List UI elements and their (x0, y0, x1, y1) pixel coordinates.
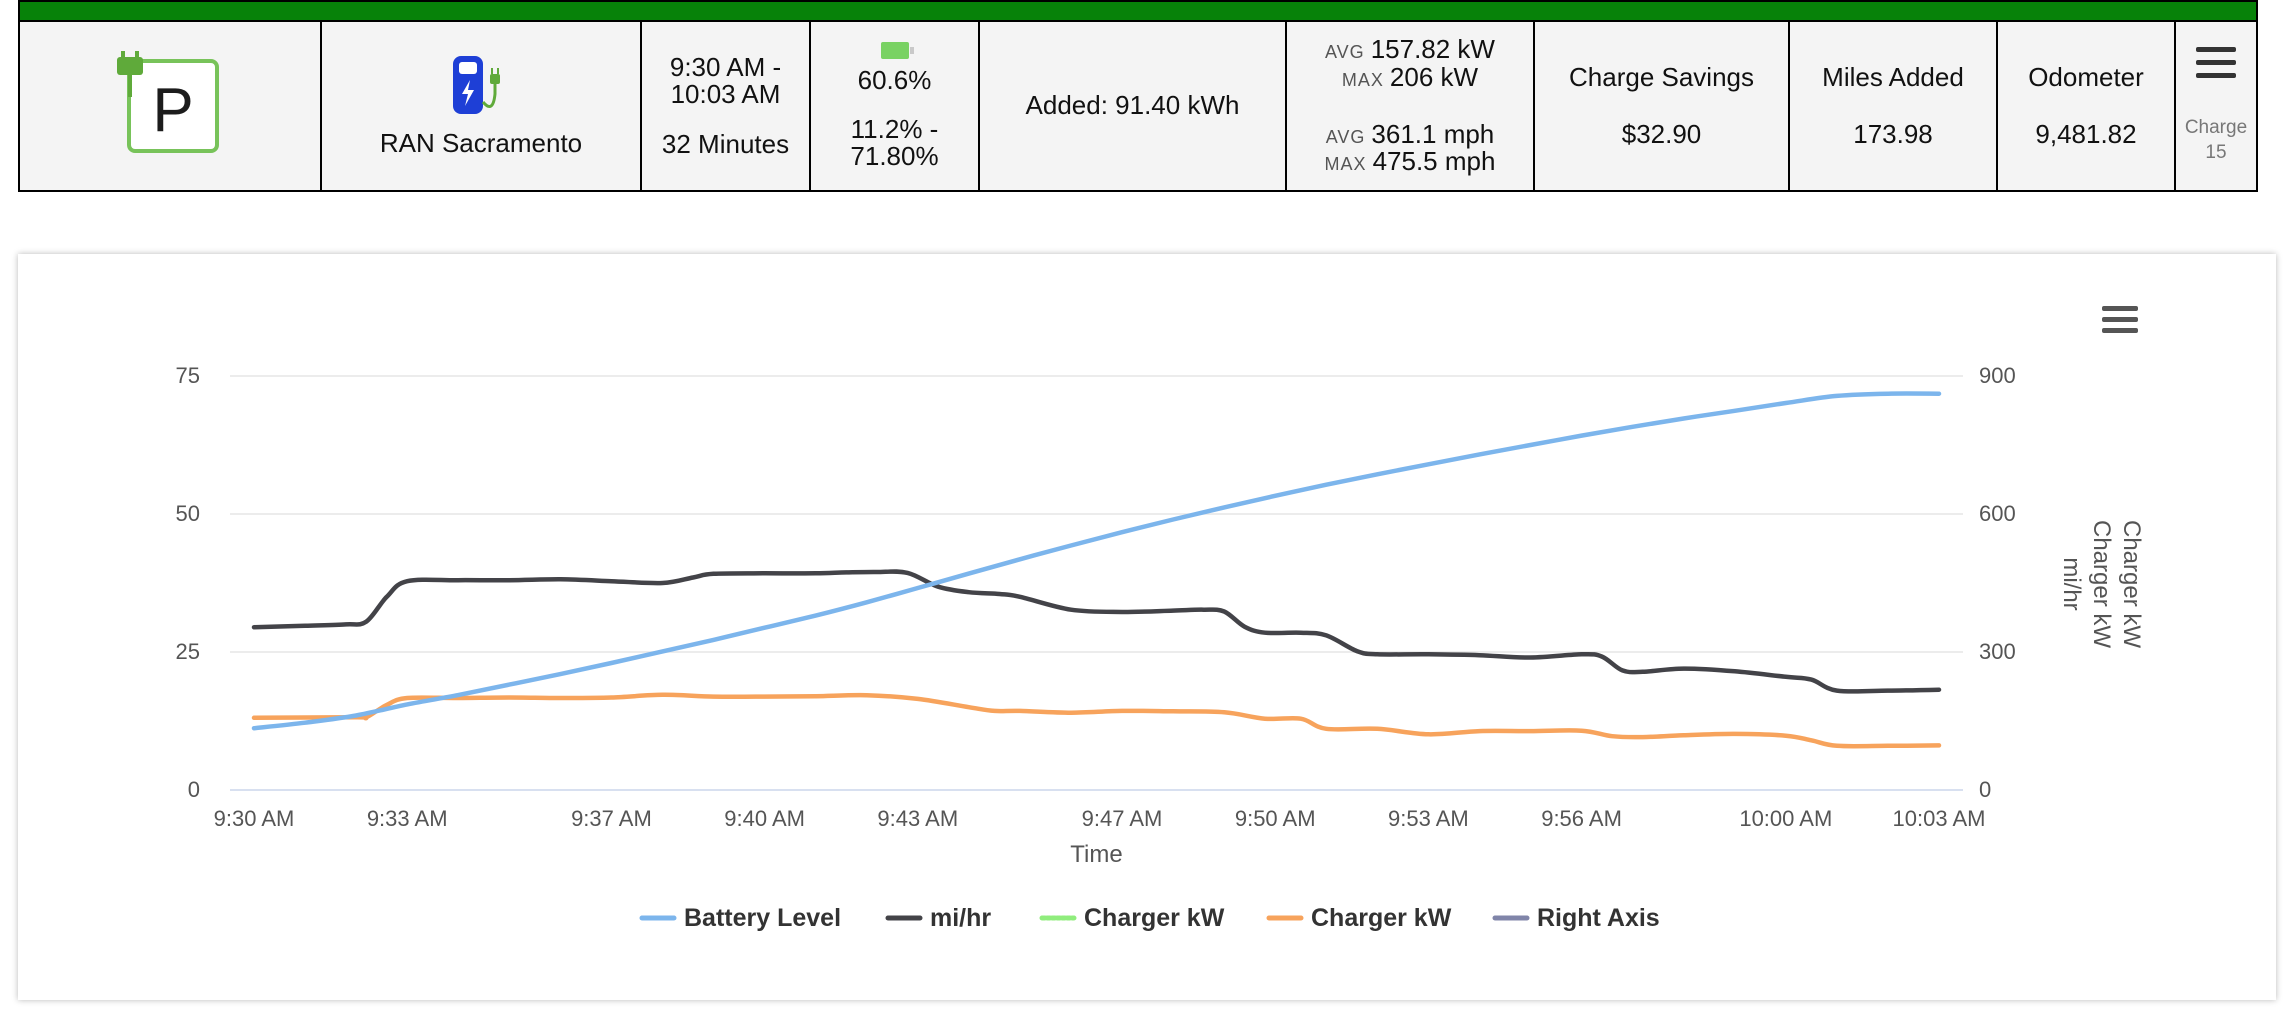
x-tick-label: 9:50 AM (1235, 806, 1316, 831)
max-mph-row: MAX 475.5 mph (1324, 146, 1496, 177)
miles-added-label: Miles Added (1822, 61, 1964, 92)
time-cell: 9:30 AM - 10:03 AM 32 Minutes (642, 22, 811, 190)
avg-mph-row: AVG 361.1 mph (1325, 119, 1495, 149)
max-label: MAX (1324, 154, 1367, 175)
x-tick-label: 9:56 AM (1541, 806, 1622, 831)
battery-icon (880, 41, 914, 59)
battery-end-pct: 60.6% (857, 64, 932, 95)
max-mph: 475.5 mph (1372, 146, 1496, 177)
avg-mph: 361.1 mph (1371, 119, 1495, 149)
legend-item-label: Charger kW (1084, 904, 1225, 932)
x-tick-label: 9:33 AM (367, 806, 448, 831)
charging-chart: 0 25 50 75 0 300 600 900 mi/hr Charger kW Charger … (18, 254, 2276, 1000)
station-name: RAN Sacramento (379, 128, 583, 159)
x-axis-title: Time (1070, 841, 1122, 868)
session-menu-cell[interactable]: Charge 15 (2176, 22, 2256, 190)
y-right-axis-title: mi/hr (2058, 557, 2085, 610)
y-right-tick-label: 300 (1979, 639, 2016, 664)
odometer-value: 9,481.82 (2035, 119, 2137, 149)
x-tick-label: 9:40 AM (724, 806, 805, 831)
x-tick-label: 9:30 AM (214, 806, 295, 831)
logo-cell: P (20, 22, 322, 190)
x-tick-label: 9:43 AM (877, 806, 958, 831)
avg-label: AVG (1325, 127, 1366, 147)
y-right-tick-label: 600 (1979, 501, 2016, 526)
location-cell: RAN Sacramento (322, 22, 642, 190)
avg-kw: 157.82 kW (1370, 34, 1495, 65)
energy-added-cell: Added: 91.40 kWh (980, 22, 1287, 190)
legend-item-label: mi/hr (930, 904, 991, 932)
hamburger-menu-icon[interactable] (2196, 46, 2236, 78)
y-left-tick-label: 0 (188, 777, 200, 802)
charge-savings-value: $32.90 (1621, 119, 1702, 149)
miles-added-value: 173.98 (1853, 119, 1933, 149)
x-tick-label: 9:37 AM (571, 806, 652, 831)
y-right-tick-label: 0 (1979, 777, 1991, 802)
y-left-tick-label: 25 (176, 639, 200, 664)
mph-line (251, 569, 1942, 694)
legend-item-label: Right Axis (1537, 904, 1660, 932)
y-right-tick-label: 900 (1979, 363, 2016, 388)
parking-charger-logo: P (117, 51, 219, 153)
battery-level-line (251, 391, 1942, 731)
x-tick-label: 9:47 AM (1082, 806, 1163, 831)
charger-kw-line (251, 692, 1942, 749)
x-tick-label: 10:03 AM (1893, 806, 1986, 831)
y-left-tick-label: 75 (176, 363, 200, 388)
power-speed-stats-cell: AVG 157.82 kW MAX 206 kW AVG 361.1 mph MAX 4… (1287, 22, 1535, 190)
charge-savings-cell: Charge Savings $32.90 (1535, 22, 1790, 190)
legend-item-label: Battery Level (684, 904, 841, 932)
energy-added: Added: 91.40 kWh (1025, 90, 1240, 121)
battery-cell: 60.6% 11.2% - 71.80% (811, 22, 980, 190)
max-label: MAX (1341, 69, 1384, 90)
session-duration: 32 Minutes (661, 128, 790, 159)
chart-context-menu-icon[interactable] (2102, 306, 2138, 333)
header-bar (18, 0, 2258, 22)
y-right-axis-title: Charger kW (2118, 520, 2145, 648)
max-kw: 206 kW (1389, 61, 1479, 92)
svg-text:P: P (152, 76, 193, 145)
avg-label: AVG (1325, 42, 1365, 63)
x-tick-label: 10:00 AM (1739, 806, 1832, 831)
session-summary: P RAN Sacramento 9:30 AM - 10:03 AM 32 M… (18, 20, 2258, 192)
charging-station-icon (453, 56, 500, 115)
charge-savings-label: Charge Savings (1569, 61, 1754, 92)
y-left-tick-label: 50 (176, 501, 200, 526)
battery-range: 11.2% - 71.80% (850, 113, 939, 172)
charge-number: 15 (2205, 141, 2227, 163)
max-kw-row: MAX 206 kW (1341, 61, 1479, 92)
x-tick-label: 9:53 AM (1388, 806, 1469, 831)
charge-tag: Charge (2184, 116, 2248, 138)
avg-kw-row: AVG 157.82 kW (1325, 34, 1495, 65)
odometer-cell: Odometer 9,481.82 (1998, 22, 2176, 190)
miles-added-cell: Miles Added 173.98 (1790, 22, 1998, 190)
session-time-range: 9:30 AM - 10:03 AM (669, 52, 782, 110)
odometer-label: Odometer (2028, 61, 2144, 92)
y-right-axis-title: Charger kW (2088, 520, 2115, 648)
legend-item-label: Charger kW (1311, 904, 1452, 932)
